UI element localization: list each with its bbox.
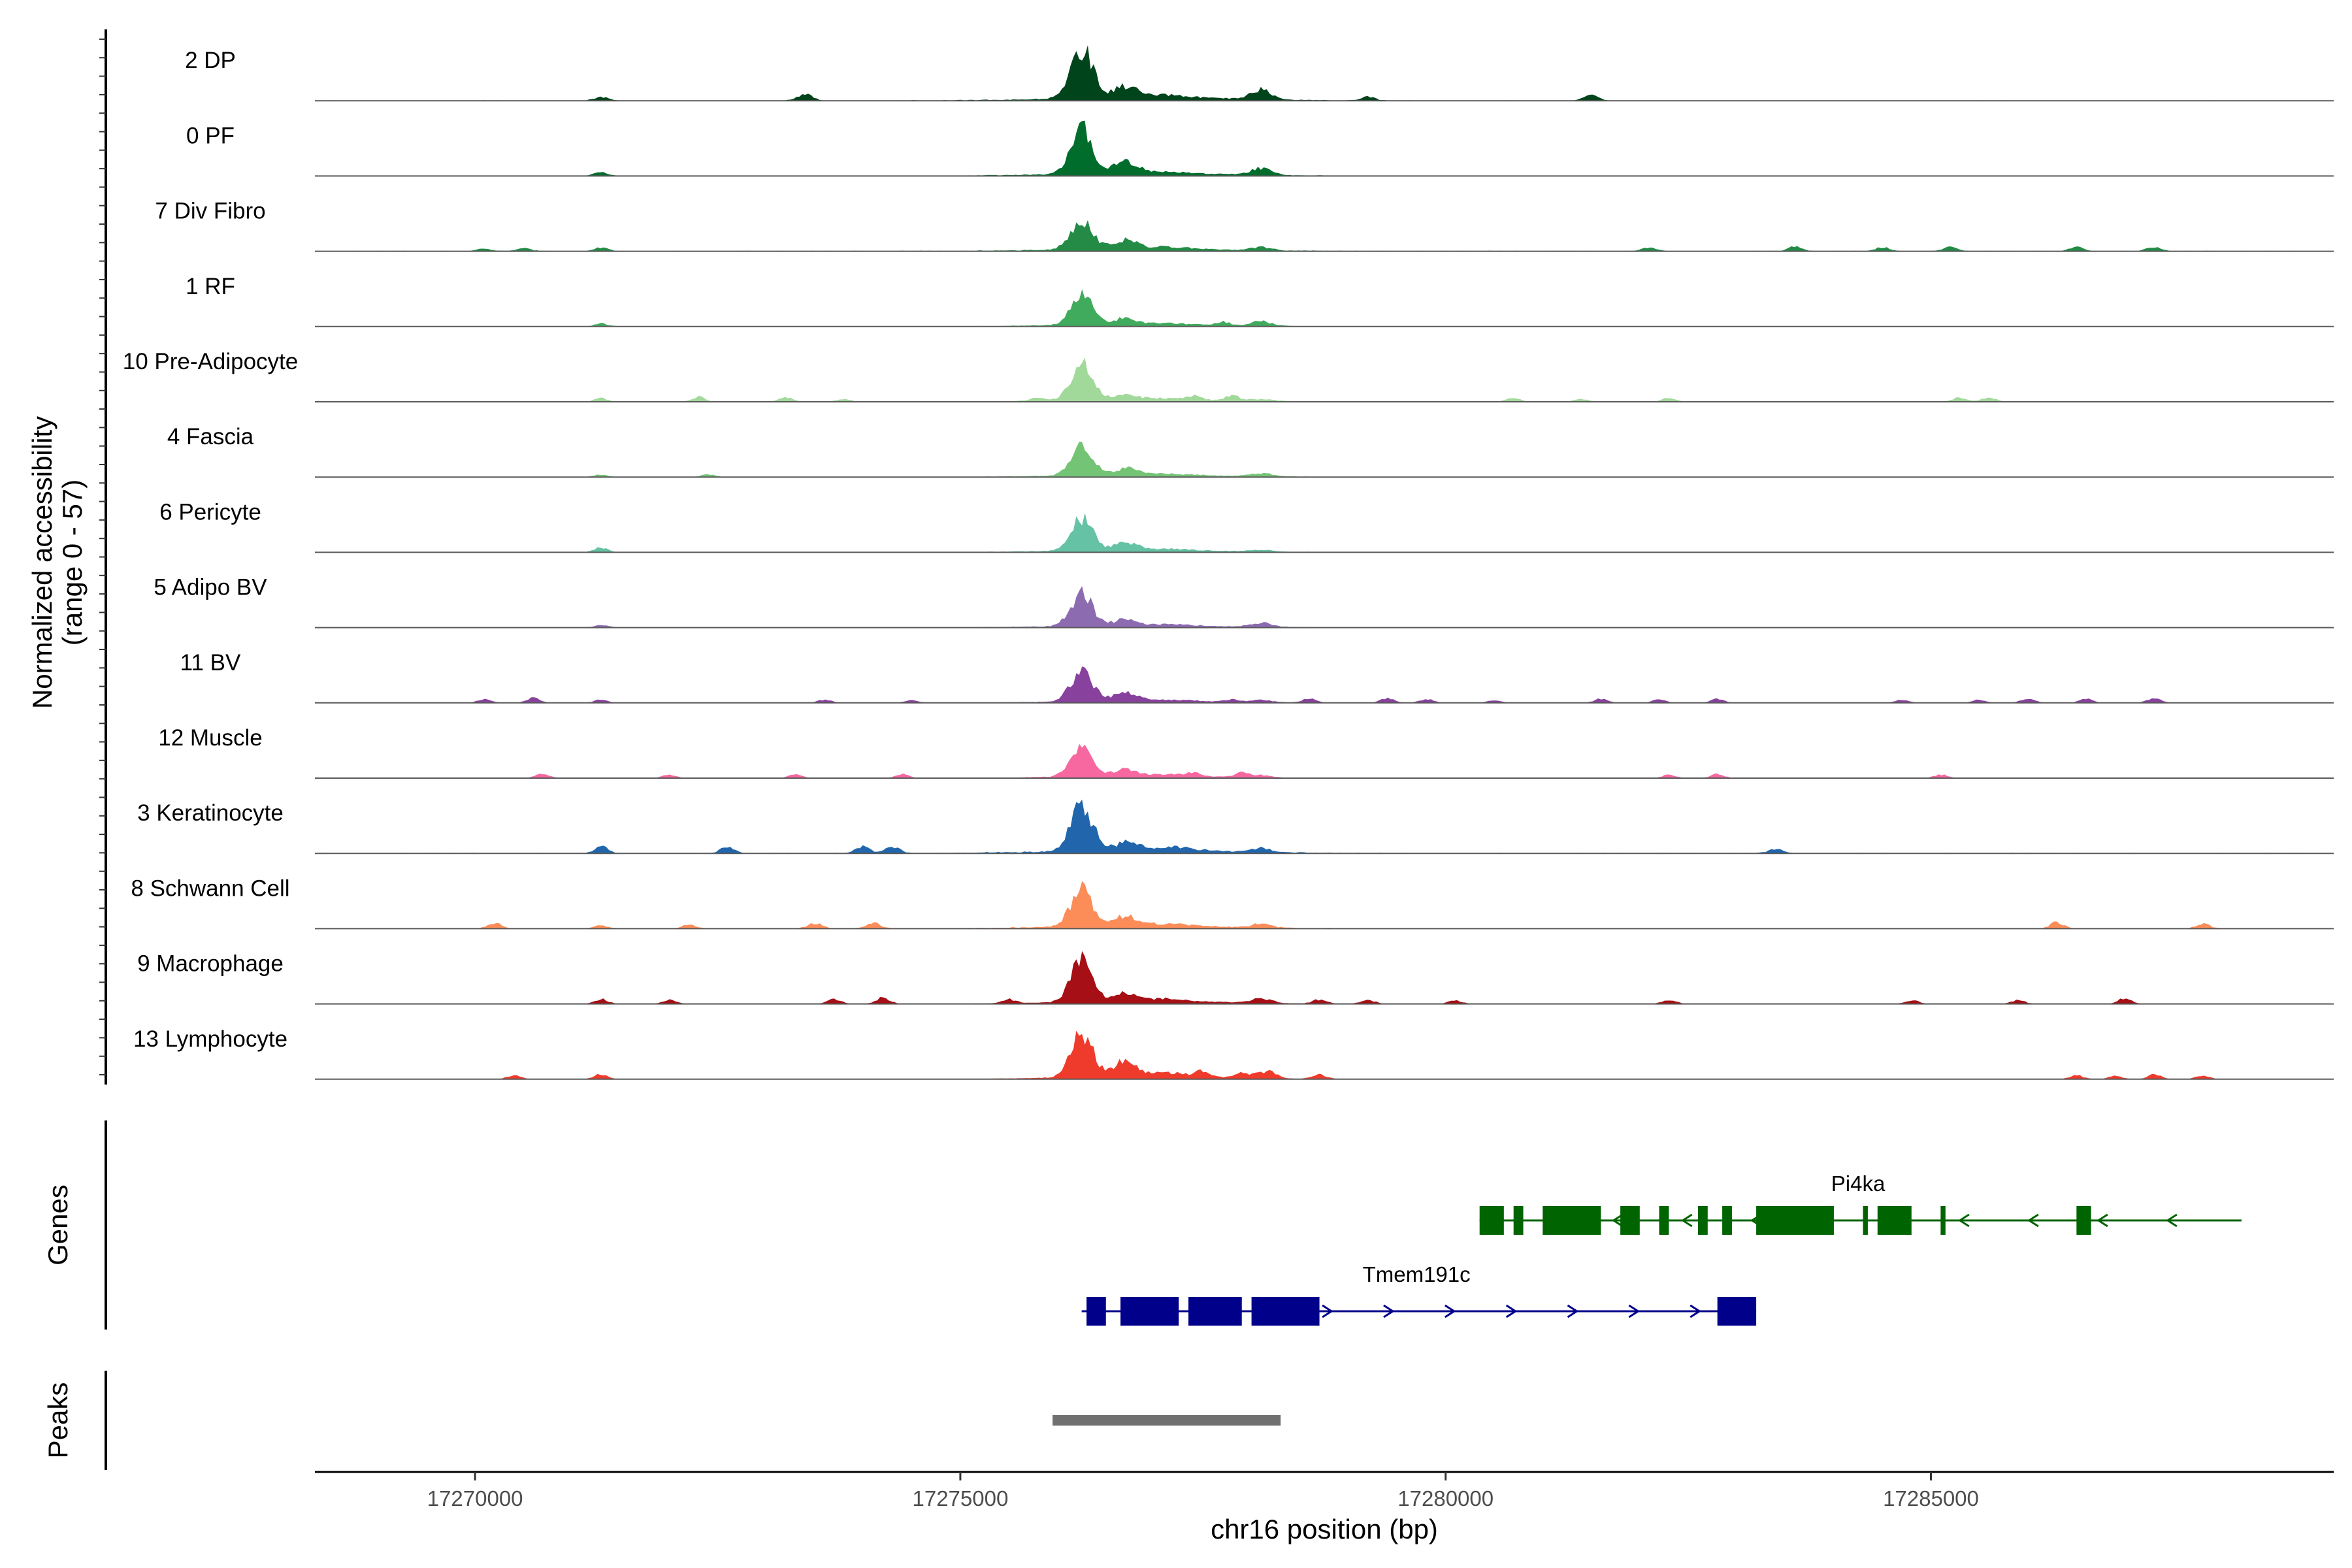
track-label: 1 RF: [186, 274, 235, 299]
coverage-area-5: [315, 357, 2334, 402]
gene-exon: [1940, 1206, 1946, 1235]
gene-exon: [2076, 1206, 2091, 1235]
gene-exon: [1086, 1297, 1106, 1326]
coverage-area-2: [315, 120, 2334, 176]
coverage-area-9: [315, 666, 2334, 703]
gene-exon: [1717, 1297, 1757, 1326]
genes-track: Pi4ka Tmem191c: [1081, 1171, 2242, 1326]
track-label: 6 Pericyte: [159, 499, 261, 525]
coverage-area-12: [315, 881, 2334, 929]
gene-exon: [1513, 1206, 1524, 1235]
track-label: 11 BV: [180, 650, 241, 676]
track-label: 2 DP: [185, 48, 236, 73]
strand-arrow: [2027, 1213, 2039, 1228]
strand-arrow: [1444, 1304, 1456, 1318]
track-label: 12 Muscle: [158, 725, 263, 751]
coverage-area-1: [315, 45, 2334, 101]
strand-arrow: [1322, 1304, 1333, 1318]
x-axis-title: chr16 position (bp): [1211, 1514, 1438, 1544]
gene-name-label: Pi4ka: [1831, 1171, 1886, 1196]
gene-exon: [1877, 1206, 1912, 1235]
track-label: 0 PF: [186, 123, 235, 148]
strand-arrow: [1567, 1304, 1579, 1318]
y-axis: [99, 29, 107, 1085]
track-label: 9 Macrophage: [137, 951, 284, 977]
track-label: 8 Schwann Cell: [131, 875, 289, 901]
strand-arrow: [1505, 1304, 1518, 1318]
strand-arrow: [1680, 1213, 1693, 1228]
coverage-area-11: [315, 799, 2334, 854]
coverage-area-7: [315, 513, 2334, 553]
strand-arrow: [1958, 1213, 1970, 1228]
x-axis: 17270000 17275000 17280000 17285000: [427, 1472, 1979, 1511]
y-axis-subtitle: (range 0 - 57): [57, 480, 88, 645]
track-label: 5 Adipo BV: [154, 575, 267, 600]
peak-region: [1053, 1415, 1281, 1426]
gene-name-label: Tmem191c: [1363, 1262, 1471, 1286]
strand-arrow: [2166, 1213, 2178, 1228]
coverage-area-14: [315, 1030, 2334, 1079]
gene-exon: [1863, 1206, 1868, 1235]
x-tick-label: 17280000: [1397, 1486, 1494, 1511]
track-label: 13 Lymphocyte: [133, 1026, 287, 1052]
x-tick-label: 17285000: [1883, 1486, 1979, 1511]
strand-arrow: [1690, 1304, 1701, 1318]
strand-arrow: [1611, 1213, 1624, 1228]
track-label: 7 Div Fibro: [155, 199, 265, 224]
x-tick-label: 17275000: [912, 1486, 1008, 1511]
coverage-area-4: [315, 289, 2334, 327]
gene-exon: [1479, 1206, 1504, 1235]
gene-exon: [1120, 1297, 1179, 1326]
peaks-track: [1053, 1415, 1281, 1426]
strand-arrow: [2097, 1213, 2108, 1228]
y-axis-title: Normalized accessibility: [27, 416, 57, 709]
coverage-area-8: [315, 586, 2334, 628]
gene-exon: [1697, 1206, 1708, 1235]
x-tick-label: 17270000: [427, 1486, 523, 1511]
coverage-area-10: [315, 743, 2334, 778]
coverage-area-13: [315, 951, 2334, 1004]
strand-arrow: [1383, 1304, 1395, 1318]
gene-exon: [1188, 1297, 1242, 1326]
gene-exon: [1543, 1206, 1601, 1235]
strand-arrow: [1628, 1304, 1641, 1318]
track-label: 4 Fascia: [167, 424, 254, 449]
gene-exon: [1722, 1206, 1732, 1235]
coverage-area-6: [315, 442, 2334, 478]
coverage-area-3: [315, 220, 2334, 252]
coverage-tracks: 2 DP 0 PF 7 Div Fibro 1 RF 10 Pre-Adipocyte 4…: [123, 45, 2334, 1080]
track-label: 3 Keratinocyte: [137, 800, 284, 826]
gene-exon: [1620, 1206, 1640, 1235]
track-label: 10 Pre-Adipocyte: [123, 349, 298, 374]
gene-exon: [1756, 1206, 1834, 1235]
gene-exon: [1659, 1206, 1669, 1235]
gene-exon: [1251, 1297, 1320, 1326]
peaks-track-title: Peaks: [42, 1382, 73, 1459]
genes-track-title: Genes: [42, 1184, 73, 1266]
